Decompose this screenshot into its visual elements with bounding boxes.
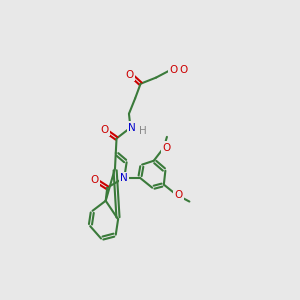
Text: O: O xyxy=(162,143,170,153)
Text: O: O xyxy=(179,65,188,75)
Text: O: O xyxy=(91,175,99,185)
Text: O: O xyxy=(174,190,183,200)
Text: N: N xyxy=(120,173,128,184)
Text: O: O xyxy=(126,70,134,80)
Text: O: O xyxy=(169,65,177,75)
Text: N: N xyxy=(128,123,136,133)
Text: H: H xyxy=(139,126,147,136)
Text: O: O xyxy=(100,125,108,135)
